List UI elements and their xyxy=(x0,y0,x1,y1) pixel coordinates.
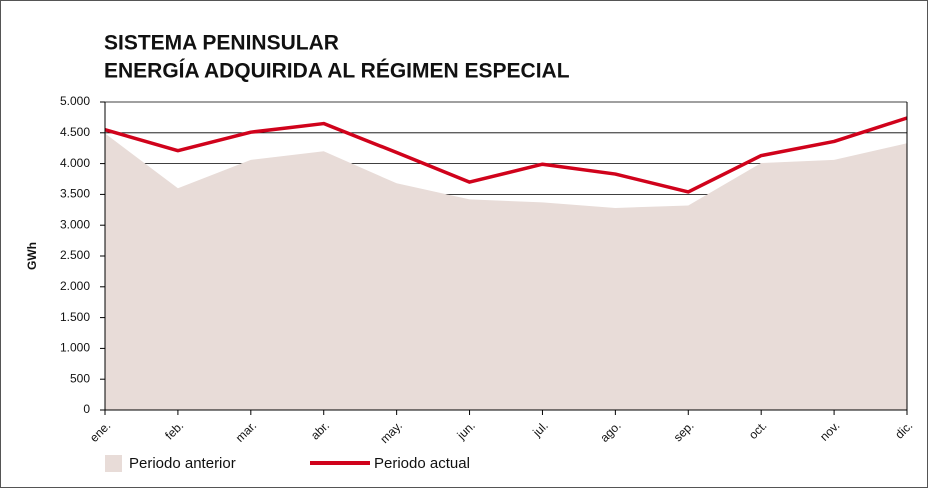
y-tick-label: 4.500 xyxy=(60,125,90,139)
chart-title: SISTEMA PENINSULAR xyxy=(104,32,339,55)
x-tick-label: oct. xyxy=(746,418,770,442)
area xyxy=(105,133,907,410)
y-tick-label: 0 xyxy=(83,402,90,416)
chart-title: ENERGÍA ADQUIRIDA AL RÉGIMEN ESPECIAL xyxy=(104,60,570,83)
line xyxy=(104,116,908,194)
legend-label: Periodo anterior xyxy=(129,455,236,472)
x-tick-label: nov. xyxy=(817,418,842,443)
x-tick-label: may. xyxy=(377,418,405,446)
x-tick-label: jul. xyxy=(529,418,550,439)
x-tick-label: mar. xyxy=(233,418,259,444)
y-tick-label: 1.500 xyxy=(60,310,90,324)
y-tick-label: 5.000 xyxy=(60,94,90,108)
y-tick-label: 2.000 xyxy=(60,279,90,293)
y-tick-label: 1.000 xyxy=(60,341,90,355)
x-tick-label: ene. xyxy=(87,418,113,444)
y-tick-label: 3.500 xyxy=(60,187,90,201)
x-tick-label: dic. xyxy=(892,418,915,441)
legend-label: Periodo actual xyxy=(374,455,470,472)
x-tick-label: ago. xyxy=(597,418,623,444)
x-tick-label: sep. xyxy=(671,418,697,444)
y-tick-label: 3.000 xyxy=(60,217,90,231)
y-tick-label: 2.500 xyxy=(60,248,90,262)
x-tick-label: feb. xyxy=(162,418,186,442)
y-axis-label: GWh xyxy=(25,242,39,270)
y-tick-label: 4.000 xyxy=(60,156,90,170)
y-tick-label: 500 xyxy=(70,371,90,385)
legend-swatch xyxy=(105,455,122,472)
x-tick-label: jun. xyxy=(454,418,478,442)
x-tick-label: abr. xyxy=(308,418,332,442)
